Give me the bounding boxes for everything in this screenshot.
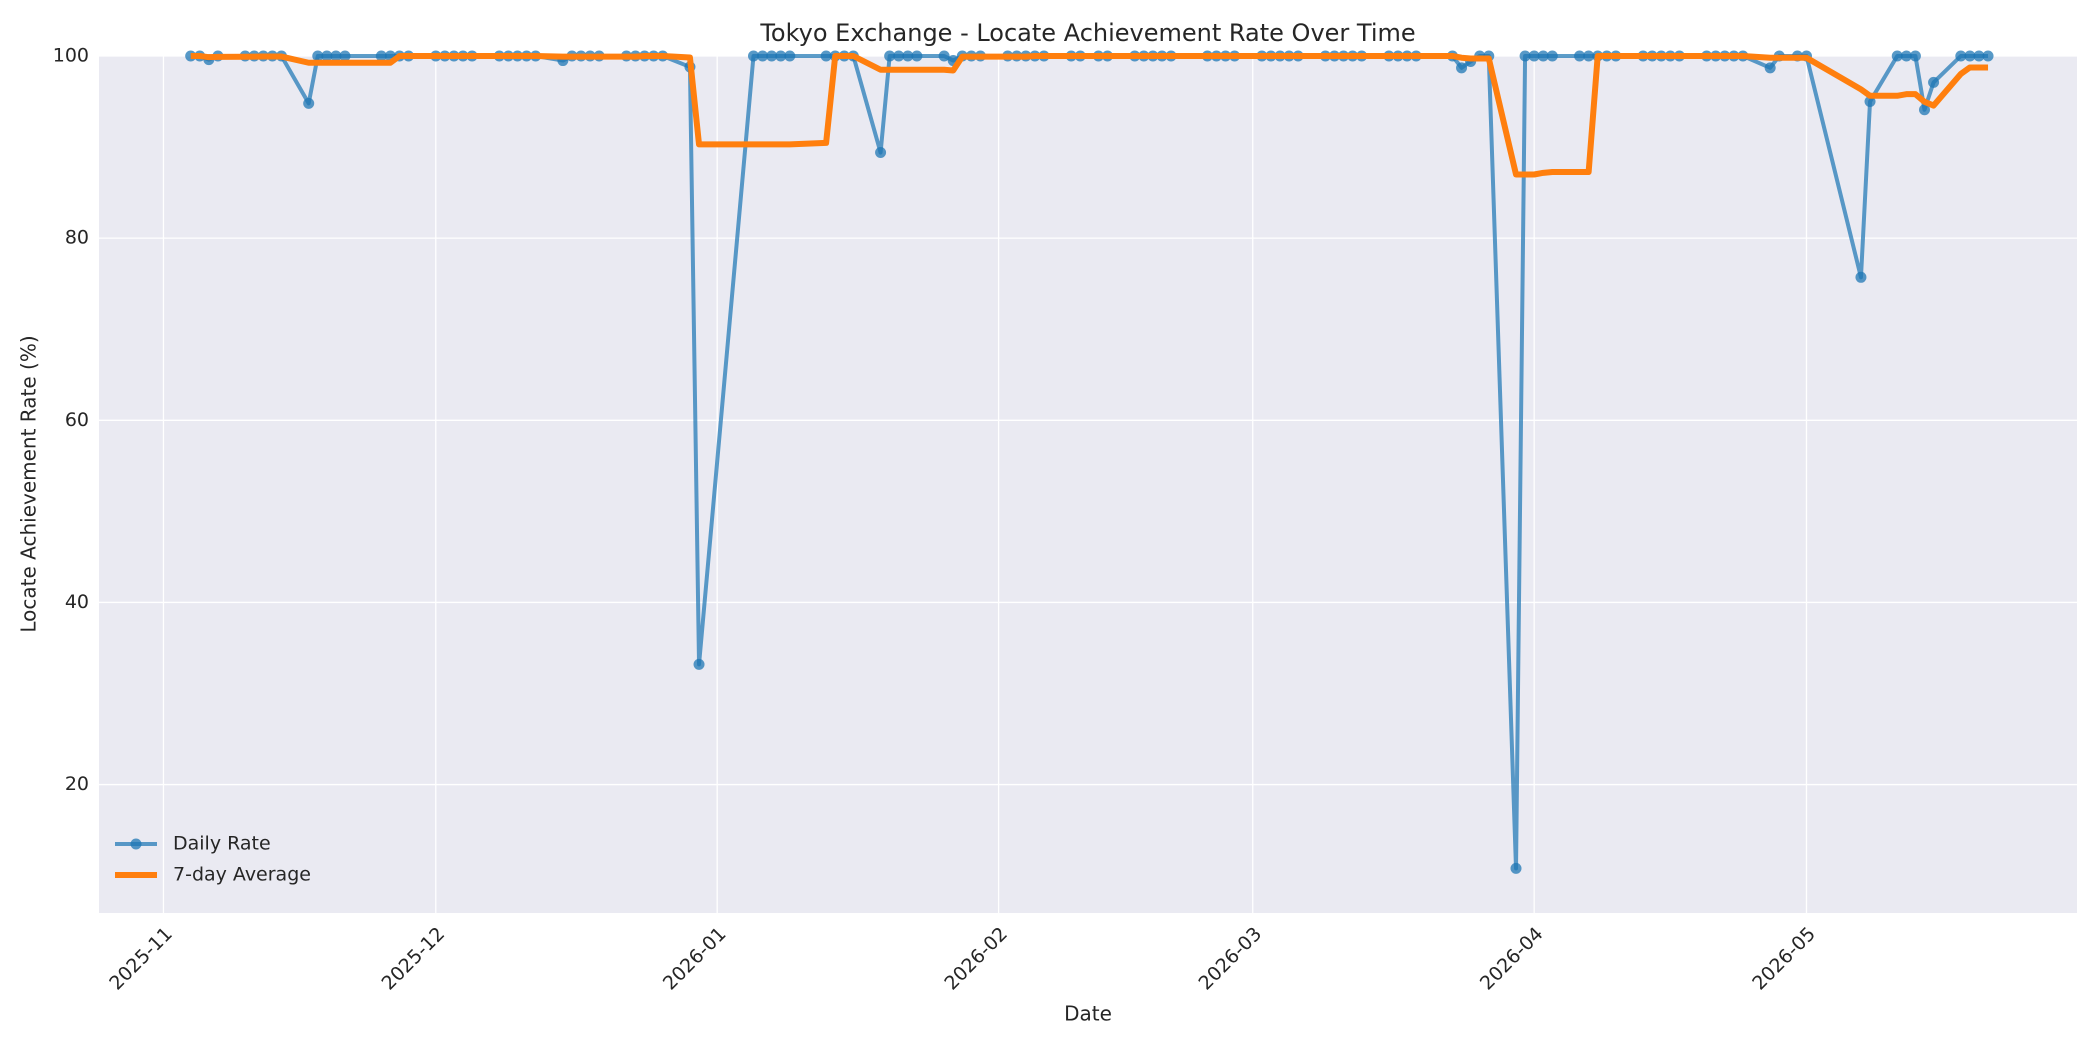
data-point: [1891, 50, 1903, 62]
y-tick-label: 80: [65, 227, 89, 249]
marks: [185, 50, 1994, 874]
data-point: [1546, 50, 1558, 62]
data-point: [321, 50, 333, 62]
x-tick-label: 2026-02: [940, 923, 1012, 995]
data-point: [339, 50, 351, 62]
data-point: [1583, 50, 1595, 62]
data-point: [820, 50, 832, 62]
x-tick-label: 2026-05: [1748, 923, 1820, 995]
data-point: [747, 50, 759, 62]
data-point: [1456, 62, 1468, 74]
x-tick-label: 2026-03: [1194, 923, 1266, 995]
x-tick-label: 2026-01: [659, 923, 731, 995]
legend-label: 7-day Average: [173, 864, 311, 886]
x-tick-label: 2025-12: [378, 923, 450, 995]
data-point: [884, 50, 896, 62]
data-point: [875, 147, 887, 159]
data-point: [766, 50, 778, 62]
data-point: [1528, 50, 1540, 62]
chart-title: Tokyo Exchange - Locate Achievement Rate…: [759, 19, 1415, 47]
data-point: [911, 50, 923, 62]
data-point: [693, 658, 705, 670]
data-point: [757, 50, 769, 62]
data-point: [902, 50, 914, 62]
data-point: [1955, 50, 1967, 62]
legend-label: Daily Rate: [173, 833, 271, 855]
data-point: [775, 50, 787, 62]
data-point: [784, 50, 796, 62]
data-point: [312, 50, 324, 62]
y-axis-label: Locate Achievement Rate (%): [17, 335, 41, 632]
data-point: [938, 50, 950, 62]
series-line: [190, 53, 1989, 178]
y-tick-label: 100: [53, 45, 89, 67]
data-point: [1909, 50, 1921, 62]
data-point: [1964, 50, 1976, 62]
data-point: [1537, 50, 1549, 62]
x-axis-label: Date: [1064, 1002, 1112, 1026]
grid: [99, 55, 2077, 913]
data-point: [1510, 862, 1522, 874]
legend-marker: [130, 838, 142, 850]
plot-background: [99, 56, 2077, 913]
data-point: [375, 50, 387, 62]
data-point: [1900, 50, 1912, 62]
data-point: [1519, 50, 1531, 62]
data-point: [1764, 62, 1776, 74]
data-point: [1855, 271, 1867, 283]
data-point: [1574, 50, 1586, 62]
data-point: [1982, 50, 1994, 62]
y-tick-label: 40: [65, 591, 89, 613]
data-point: [303, 97, 315, 109]
data-point: [330, 50, 342, 62]
y-tick-label: 60: [65, 409, 89, 431]
legend: Daily Rate 7-day Average: [115, 833, 311, 886]
x-tick-label: 2025-11: [105, 923, 177, 995]
data-point: [1928, 76, 1940, 88]
data-point: [1973, 50, 1985, 62]
x-tick-label: 2026-04: [1476, 923, 1548, 995]
data-point: [1918, 104, 1930, 116]
y-tick-label: 20: [65, 773, 89, 795]
data-point: [893, 50, 905, 62]
